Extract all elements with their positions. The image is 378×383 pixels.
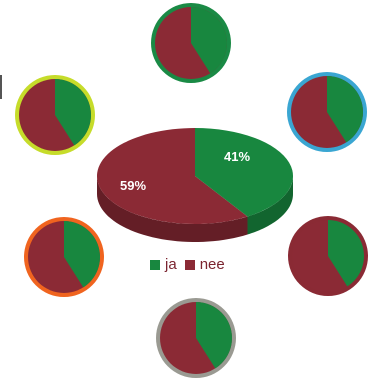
legend-swatch-ja	[150, 259, 160, 270]
data-label-nee: 59%	[120, 178, 146, 193]
main-pie-slice-nee	[97, 128, 248, 224]
small-pie-slice-ja	[196, 302, 233, 369]
small-pie-2	[15, 75, 95, 155]
small-pie-slice-ja	[55, 79, 91, 146]
main-pie-side-nee	[97, 176, 248, 242]
small-pie-slice-ja	[191, 7, 227, 74]
legend-item-nee: nee	[184, 256, 225, 273]
legend-swatch-nee	[184, 259, 195, 270]
small-pie-5	[288, 216, 368, 296]
main-pie-slice-ja	[195, 128, 294, 217]
data-label-ja: 41%	[224, 149, 250, 164]
small-pie-slice-ja	[64, 221, 101, 288]
small-pies-group	[15, 3, 368, 378]
main-pie-group: 41% 59%	[97, 128, 294, 242]
edge-mark	[0, 75, 2, 99]
small-pie-4	[24, 217, 104, 297]
small-pie-3	[287, 72, 367, 152]
legend-item-ja: ja	[150, 256, 177, 273]
main-pie-side-ja	[247, 176, 293, 235]
legend-label-nee: nee	[199, 256, 225, 273]
legend-label-ja: ja	[165, 256, 177, 273]
small-pie-1	[151, 3, 231, 83]
small-pie-slice-ja	[328, 220, 364, 287]
small-pie-slice-ja	[327, 76, 363, 143]
legend: ja nee	[150, 256, 225, 273]
small-pie-6	[156, 298, 236, 378]
